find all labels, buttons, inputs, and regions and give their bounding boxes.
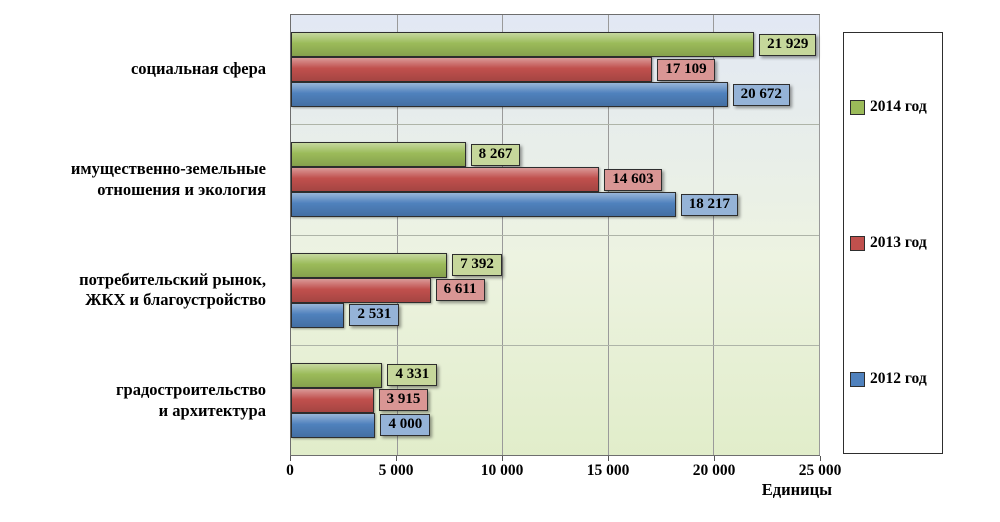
category-axis: социальная сфера имущественно-земельные о… <box>0 14 276 456</box>
bar-row: 2 531 <box>291 302 819 328</box>
bar-group: 21 929 17 109 20 672 <box>291 15 819 126</box>
tick-mark <box>502 456 503 461</box>
bar-2012-год <box>291 302 345 328</box>
value-label: 14 603 <box>604 168 662 191</box>
bar-2014-год <box>291 252 448 278</box>
tick-label: 5 000 <box>378 462 414 479</box>
value-label: 2 531 <box>349 304 400 327</box>
tick-label: 10 000 <box>480 462 524 479</box>
bar-row: 17 109 <box>291 57 819 83</box>
tick-mark <box>396 456 397 461</box>
bar-2014-год <box>291 32 755 58</box>
bar-row: 4 331 <box>291 362 819 388</box>
bar-row: 20 672 <box>291 82 819 108</box>
category-label: градостроительство и архитектура <box>116 380 266 420</box>
bar-group: 8 267 14 603 18 217 <box>291 125 819 236</box>
tick-label: 20 000 <box>692 462 736 479</box>
bar-group: 4 331 3 915 4 000 <box>291 346 819 455</box>
value-label: 8 267 <box>470 143 521 166</box>
category-label: имущественно-земельные отношения и эколо… <box>70 159 266 199</box>
value-label: 4 000 <box>380 414 431 437</box>
bar-row: 3 915 <box>291 387 819 413</box>
legend-item: 2012 год <box>850 370 936 388</box>
legend-label: 2014 год <box>870 98 927 115</box>
x-axis-title: Единицы <box>761 480 832 499</box>
legend-swatch <box>850 235 865 251</box>
bar-row: 6 611 <box>291 277 819 303</box>
value-label: 20 672 <box>732 83 790 106</box>
bar-groups: 21 929 17 109 20 672 8 267 14 603 18 217 7 392… <box>291 15 819 455</box>
bar-2013-год <box>291 167 600 193</box>
tick-mark <box>290 456 291 461</box>
legend: 2014 год 2013 год 2012 год <box>843 32 943 454</box>
legend-label: 2013 год <box>870 234 927 251</box>
bar-row: 14 603 <box>291 167 819 193</box>
bar-2013-год <box>291 387 374 413</box>
bar-2014-год <box>291 142 466 168</box>
category-label: социальная сфера <box>130 58 266 78</box>
bar-2012-год <box>291 82 728 108</box>
value-label: 4 331 <box>387 364 438 387</box>
legend-label: 2012 год <box>870 370 927 387</box>
value-label: 18 217 <box>680 193 738 216</box>
bar-2013-год <box>291 57 653 83</box>
legend-item: 2013 год <box>850 234 936 252</box>
bar-2012-год <box>291 412 376 438</box>
x-axis: 0 5 000 10 000 15 000 20 000 25 000 <box>286 456 841 480</box>
bar-row: 18 217 <box>291 192 819 218</box>
tick-mark <box>608 456 609 461</box>
gridline <box>819 15 820 455</box>
value-label: 3 915 <box>378 389 429 412</box>
bar-row: 7 392 <box>291 252 819 278</box>
tick-mark <box>714 456 715 461</box>
legend-swatch <box>850 99 865 115</box>
legend-item: 2014 год <box>850 98 936 116</box>
value-label: 21 929 <box>759 33 817 56</box>
bar-2012-год <box>291 192 676 218</box>
bar-row: 8 267 <box>291 142 819 168</box>
bar-2013-год <box>291 277 431 303</box>
value-label: 7 392 <box>452 254 502 277</box>
legend-swatch <box>850 371 865 387</box>
value-label: 17 109 <box>657 58 715 81</box>
plot-area: 21 929 17 109 20 672 8 267 14 603 18 217 7 392… <box>290 14 820 456</box>
tick-mark <box>820 456 821 461</box>
category-label: потребительский рынок, ЖКХ и благоустрой… <box>79 269 266 310</box>
value-label: 6 611 <box>435 279 485 302</box>
bar-2014-год <box>291 362 383 388</box>
tick-label: 25 000 <box>798 462 842 479</box>
tick-label: 15 000 <box>586 462 630 479</box>
bar-row: 21 929 <box>291 32 819 58</box>
tick-label: 0 <box>286 462 294 479</box>
bar-group: 7 392 6 611 2 531 <box>291 236 819 346</box>
bar-row: 4 000 <box>291 412 819 438</box>
